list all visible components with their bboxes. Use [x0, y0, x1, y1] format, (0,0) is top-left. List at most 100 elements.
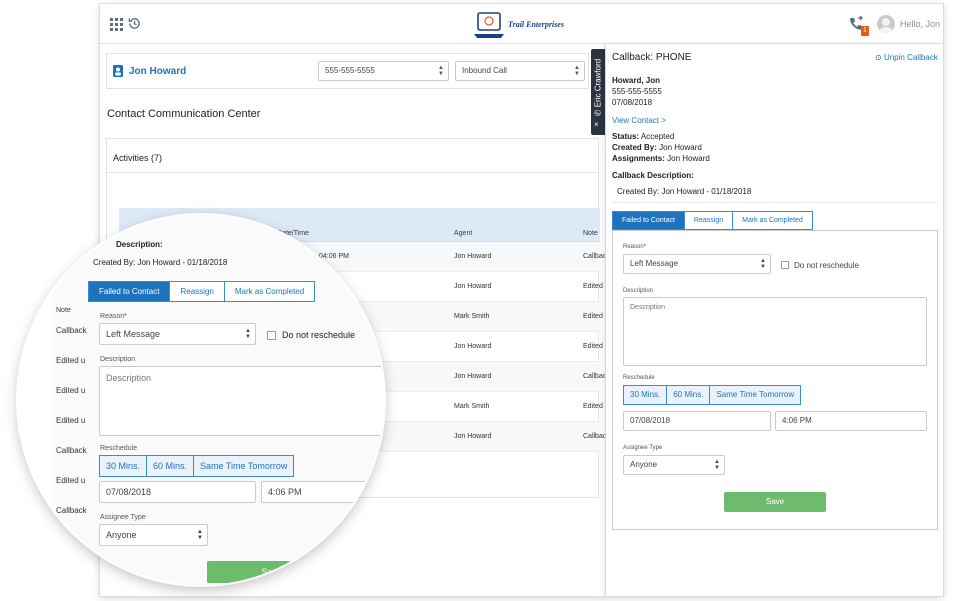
magnified-save-button[interactable]: Sa — [207, 561, 327, 583]
callback-contact-date: 07/08/2018 — [612, 98, 653, 107]
phone-number-value: 555-555-5555 — [325, 66, 375, 75]
magnified-note-row: Edited u — [56, 476, 86, 485]
required-marker: * — [643, 244, 647, 250]
magnified-assignee-type-value: Anyone — [106, 530, 137, 540]
assignee-type-select[interactable]: Anyone ▲ ▼ — [623, 455, 725, 475]
callback-panel: Callback: PHONE ⊙ Unpin Callback Howard,… — [605, 44, 943, 596]
magnified-30-mins-button[interactable]: 30 Mins. — [99, 455, 148, 477]
reschedule-label: Reschedule — [623, 375, 655, 381]
do-not-reschedule-label[interactable]: Do not reschedule — [794, 261, 859, 270]
magnified-description-created: Created By: Jon Howard - 01/18/2018 — [93, 258, 228, 267]
magnified-tab-failed-to-contact[interactable]: Failed to Contact — [88, 281, 171, 302]
column-header-datetime[interactable]: Date/Time — [277, 230, 310, 237]
contact-name[interactable]: Jon Howard — [129, 66, 187, 77]
magnified-note-row: Edited u — [56, 356, 86, 365]
30-mins-button[interactable]: 30 Mins. — [623, 385, 668, 405]
callback-contact-name: Howard, Jon — [612, 76, 661, 85]
phone-callback-icon[interactable] — [848, 16, 864, 32]
magnified-do-not-reschedule-checkbox[interactable] — [267, 331, 276, 340]
magnified-description-label: Description: — [116, 240, 163, 249]
assignments-line: Assignments: Jon Howard — [612, 154, 710, 163]
close-icon[interactable]: × — [594, 120, 599, 129]
table-row[interactable]: Jon Howard Edited — [119, 272, 603, 302]
agent-side-tab[interactable]: ✆ Eric Crawford × — [591, 49, 605, 135]
magnified-do-not-reschedule-label[interactable]: Do not reschedule — [282, 330, 356, 340]
call-type-select[interactable]: Inbound Call ▲ ▼ — [455, 61, 585, 81]
cell-note: Edited — [583, 403, 603, 410]
select-arrows-icon: ▲ ▼ — [574, 65, 580, 77]
magnified-tab-mark-as-completed[interactable]: Mark as Completed — [223, 281, 316, 302]
cell-note: Callback — [583, 373, 610, 380]
save-button[interactable]: Save — [724, 492, 826, 512]
magnified-60-mins-button[interactable]: 60 Mins. — [146, 455, 195, 477]
cell-agent: Mark Smith — [454, 313, 490, 320]
callback-description-label: Callback Description: — [612, 171, 694, 180]
magnified-same-time-tomorrow-button[interactable]: Same Time Tomorrow — [193, 455, 295, 477]
magnified-reschedule-quick-buttons: 30 Mins. 60 Mins. Same Time Tomorrow — [99, 455, 295, 477]
magnified-required-marker: * — [124, 313, 127, 320]
reschedule-quick-buttons: 30 Mins. 60 Mins. Same Time Tomorrow — [623, 385, 802, 405]
reschedule-time-input[interactable]: 4:06 PM — [775, 411, 927, 431]
user-greeting[interactable]: Hello, Jon — [900, 19, 941, 29]
reason-value: Left Message — [630, 259, 679, 268]
phone-number-select[interactable]: 555-555-5555 ▲ ▼ — [318, 61, 449, 81]
tab-failed-to-contact[interactable]: Failed to Contact — [612, 211, 685, 230]
unpin-callback-link[interactable]: ⊙ Unpin Callback — [875, 53, 938, 62]
top-bar: Trail Enterprises 1 Hello, Jon — [100, 4, 943, 44]
created-by-value: Jon Howard — [659, 143, 702, 152]
assignee-type-label: Assignee Type — [623, 445, 663, 451]
cell-datetime: 04:06 PM — [319, 253, 349, 260]
contact-bar: Jon Howard 555-555-5555 ▲ ▼ Inbound Call … — [106, 53, 589, 89]
cell-note: Callback — [583, 253, 610, 260]
select-arrows-icon: ▲ ▼ — [760, 258, 766, 270]
call-type-value: Inbound Call — [462, 66, 507, 75]
magnified-description-textarea[interactable]: Description — [99, 366, 384, 436]
activities-title: Activities (7) — [113, 153, 163, 163]
tab-reassign[interactable]: Reassign — [683, 211, 734, 230]
view-contact-link[interactable]: View Contact > — [612, 116, 666, 125]
magnified-reschedule-time-input[interactable]: 4:06 PM — [261, 481, 381, 503]
logo-text: Trail Enterprises — [508, 20, 564, 29]
reschedule-date-input[interactable]: 07/08/2018 — [623, 411, 771, 431]
history-icon[interactable] — [127, 16, 142, 31]
column-header-agent[interactable]: Agent — [454, 230, 473, 237]
magnified-tab-reassign[interactable]: Reassign — [169, 281, 225, 302]
60-mins-button[interactable]: 60 Mins. — [666, 385, 711, 405]
magnified-content: Note Callback Edited u Edited u Edited u… — [18, 215, 384, 585]
divider — [612, 202, 938, 203]
assignee-type-value: Anyone — [630, 460, 658, 469]
magnified-note-row: Edited u — [56, 416, 86, 425]
assignments-label: Assignments: — [612, 154, 665, 163]
magnified-callback-tabs: Failed to Contact Reassign Mark as Compl… — [88, 281, 316, 302]
cell-agent: Jon Howard — [454, 253, 492, 260]
magnified-note-row: Callback — [56, 506, 87, 515]
callback-title: Callback: PHONE — [612, 52, 692, 63]
description-textarea[interactable]: Description — [623, 297, 927, 366]
app-window: Trail Enterprises 1 Hello, Jon Jon Howar… — [100, 4, 943, 596]
cell-agent: Jon Howard — [454, 343, 492, 350]
select-arrows-icon: ▲ ▼ — [197, 529, 203, 541]
notification-badge: 1 — [861, 26, 869, 36]
same-time-tomorrow-button[interactable]: Same Time Tomorrow — [709, 385, 802, 405]
magnified-reason-select[interactable]: Left Message ▲ ▼ — [99, 323, 256, 345]
select-arrows-icon: ▲ ▼ — [714, 459, 720, 471]
trail-enterprises-logo — [474, 12, 504, 38]
magnified-assignee-type-select[interactable]: Anyone ▲ ▼ — [99, 524, 208, 546]
tab-mark-as-completed[interactable]: Mark as Completed — [732, 211, 813, 230]
select-arrows-icon: ▲ ▼ — [438, 65, 444, 77]
cell-agent: Jon Howard — [454, 373, 492, 380]
status-value: Accepted — [640, 132, 675, 141]
user-avatar[interactable] — [877, 15, 895, 33]
description-label: Description — [623, 288, 654, 294]
contact-card-icon — [113, 65, 123, 77]
magnified-reschedule-date-input[interactable]: 07/08/2018 — [99, 481, 256, 503]
cell-note: Edited — [583, 313, 603, 320]
app-grid-icon[interactable] — [110, 18, 123, 31]
assignments-value: Jon Howard — [667, 154, 710, 163]
failed-to-contact-form: Reason* Left Message ▲ ▼ Do not reschedul… — [612, 230, 938, 530]
reason-select[interactable]: Left Message ▲ ▼ — [623, 254, 771, 274]
magnified-reason-value: Left Message — [106, 329, 161, 339]
do-not-reschedule-checkbox[interactable] — [781, 261, 789, 269]
column-header-note[interactable]: Note — [583, 230, 598, 237]
cell-agent: Jon Howard — [454, 283, 492, 290]
